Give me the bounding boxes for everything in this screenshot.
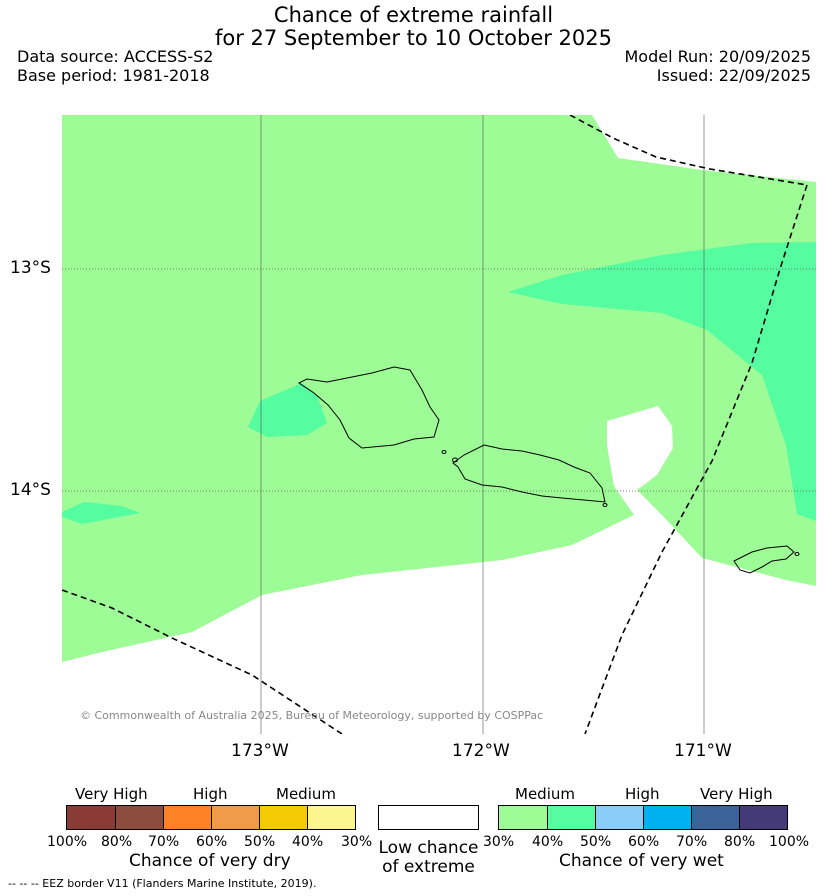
wet-tick-30: 30%	[483, 834, 515, 850]
dry-swatch-2	[115, 805, 164, 830]
map-title-line1: Chance of extreme rainfall	[273, 3, 554, 27]
wet-tick-70: 70%	[676, 834, 708, 850]
eez-border-footnote: -- -- -- EEZ border V11 (Flanders Marine…	[8, 877, 317, 890]
wet-caption: Chance of very wet	[559, 851, 724, 871]
high-wet-region-southwest	[62, 502, 140, 524]
graticule	[260, 115, 705, 734]
wet-tick-50: 50%	[580, 834, 612, 850]
medium-wet-region	[62, 115, 816, 662]
wet-tick-80: 80%	[724, 834, 756, 850]
dry-header-very-high: Very High	[75, 785, 148, 803]
base-period: Base period: 1981-2018	[17, 66, 210, 85]
lon-label-171w: 171°W	[674, 741, 732, 761]
dry-caption: Chance of very dry	[129, 851, 291, 871]
wet-tick-60: 60%	[628, 834, 660, 850]
dry-tick-80: 80%	[101, 834, 133, 850]
wet-header-medium: Medium	[515, 785, 575, 803]
wet-header-very-high: Very High	[700, 785, 773, 803]
dry-tick-30: 30%	[341, 834, 373, 850]
savaii-island	[298, 366, 440, 449]
rainfall-map: © Commonwealth of Australia 2025, Bureau…	[62, 115, 816, 734]
wet-tick-100: 100%	[769, 834, 810, 850]
dry-tick-40: 40%	[292, 834, 324, 850]
dry-tick-60: 60%	[196, 834, 228, 850]
data-source: Data source: ACCESS-S2	[17, 47, 214, 66]
issued-date: Issued: 22/09/2025	[656, 66, 811, 85]
lat-label-14s: 14°S	[10, 480, 51, 500]
high-wet-region-west	[248, 383, 327, 437]
high-wet-region-east	[508, 242, 816, 521]
dry-swatch-5	[259, 805, 308, 830]
dry-swatch-4	[211, 805, 260, 830]
wet-tick-40: 40%	[532, 834, 564, 850]
dry-header-high: High	[193, 785, 228, 803]
wet-swatch-2	[547, 805, 596, 830]
lon-label-172w: 172°W	[452, 741, 510, 761]
eez-border	[62, 115, 808, 734]
low-caption-line1: Low chance	[378, 838, 479, 858]
wet-swatch-5	[691, 805, 740, 830]
tutuila-island	[733, 545, 795, 574]
wet-swatch-3	[595, 805, 644, 830]
wet-swatch-4	[643, 805, 692, 830]
map-title-line2: for 27 September to 10 October 2025	[214, 26, 612, 50]
coastlines	[298, 366, 800, 574]
upolu-island	[452, 444, 606, 503]
lon-label-173w: 173°W	[231, 741, 289, 761]
wet-swatch-1	[498, 805, 548, 830]
wet-swatch-6	[739, 805, 788, 830]
dry-swatch-3	[163, 805, 212, 830]
dry-tick-50: 50%	[244, 834, 276, 850]
lat-label-13s: 13°S	[10, 258, 51, 278]
dry-header-medium: Medium	[276, 785, 336, 803]
model-run: Model Run: 20/09/2025	[624, 47, 812, 66]
low-caption-line2: of extreme	[382, 857, 475, 877]
dry-tick-100: 100%	[47, 834, 88, 850]
dry-swatch-1	[66, 805, 116, 830]
wet-header-high: High	[625, 785, 660, 803]
copyright-notice: © Commonwealth of Australia 2025, Bureau…	[80, 709, 543, 722]
dry-tick-70: 70%	[148, 834, 180, 850]
low-chance-swatch	[378, 805, 479, 830]
dry-swatch-6	[307, 805, 356, 830]
